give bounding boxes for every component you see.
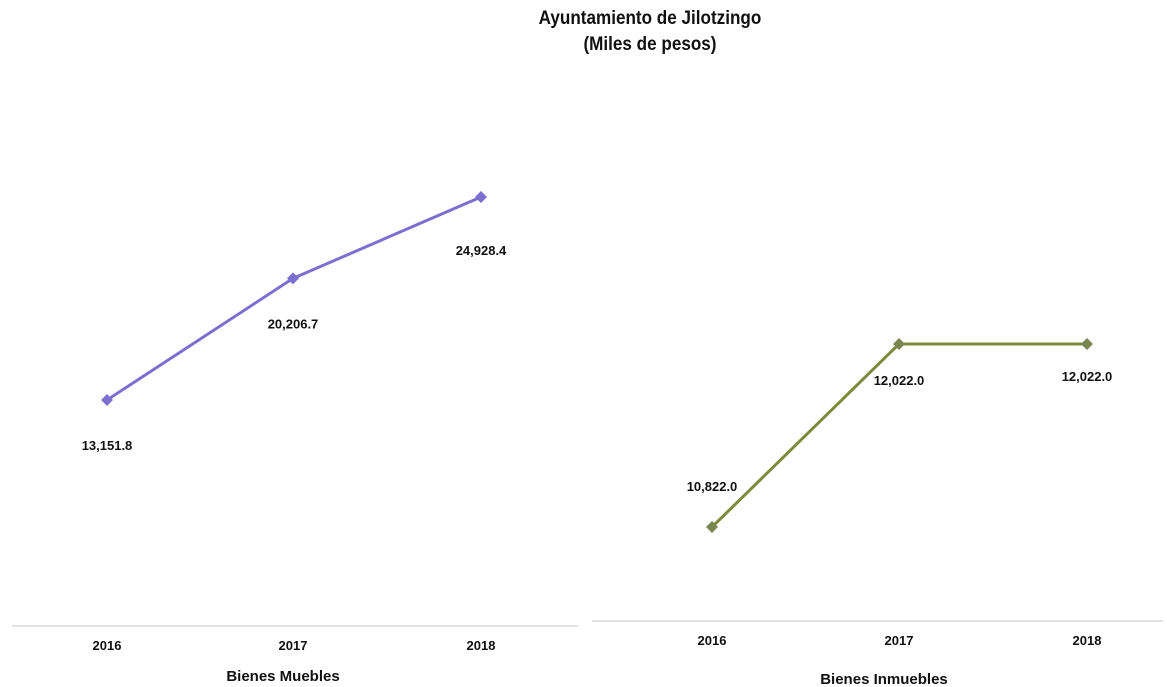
data-label: 10,822.0 [687, 479, 738, 494]
title-line-1: Ayuntamiento de Jilotzingo [538, 8, 762, 29]
data-point-marker [893, 338, 905, 350]
data-label: 13,151.8 [82, 438, 133, 453]
data-label: 24,928.4 [456, 243, 507, 258]
x-tick-label: 2016 [93, 638, 122, 653]
chart-title: Ayuntamiento de Jilotzingo (Miles de pes… [65, 6, 1167, 58]
x-axis-title: Bienes Muebles [226, 668, 339, 685]
series-line [105, 195, 483, 402]
x-tick-label: 2017 [279, 638, 308, 653]
data-point-marker [706, 521, 718, 533]
data-point-marker [101, 394, 113, 406]
x-tick-label: 2016 [698, 633, 727, 648]
series-line [710, 342, 1089, 529]
x-tick-label: 2018 [467, 638, 496, 653]
x-axis-title: Bienes Inmuebles [820, 671, 948, 687]
chart-muebles: 2016 2017 2018 Bienes Muebles 13,151.8 20,206… [12, 191, 578, 685]
data-point-marker [1081, 338, 1093, 350]
x-tick-label: 2017 [885, 633, 914, 648]
chart-inmuebles: 2016 2017 2018 Bienes Inmuebles 10,822.0 12,0… [592, 338, 1163, 687]
data-label: 12,022.0 [874, 373, 925, 388]
title-line-2: (Miles de pesos) [583, 34, 717, 55]
data-label: 20,206.7 [268, 316, 319, 331]
x-tick-label: 2018 [1073, 633, 1102, 648]
data-point-marker [475, 191, 487, 203]
data-point-marker [287, 272, 299, 285]
data-label: 12,022.0 [1062, 369, 1113, 384]
